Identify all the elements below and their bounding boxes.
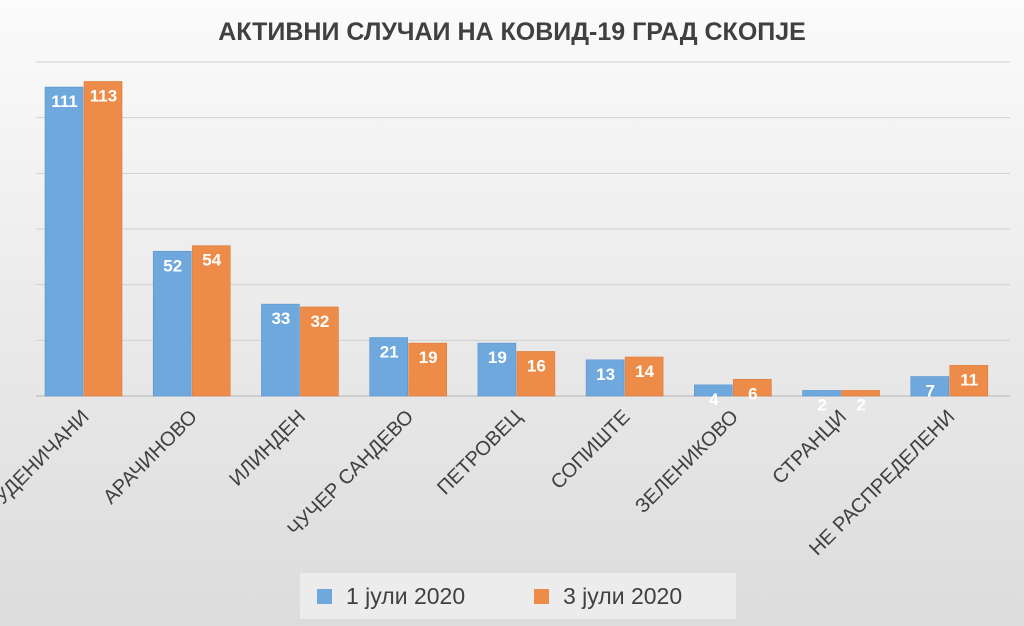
data-label-s2-5: 14	[635, 362, 654, 381]
bar-s2-6	[733, 378, 772, 397]
bar-s1-5	[585, 359, 625, 397]
data-label-s1-7: 2	[817, 395, 826, 414]
bar-s1-1	[152, 250, 192, 397]
bar-s2-3	[408, 342, 447, 397]
data-label-s2-8: 11	[960, 370, 978, 389]
bar-s1-6	[694, 384, 733, 397]
bar-s2-5	[624, 356, 664, 397]
category-label-7: СТРАНЦИ	[768, 406, 851, 489]
bars	[44, 81, 989, 397]
data-label-s1-6: 4	[709, 390, 719, 409]
data-label-s1-0: 111	[51, 92, 78, 111]
category-label-0: СТУДЕНИЧАНИ	[0, 406, 94, 527]
bar-s1-4	[477, 342, 517, 397]
bar-s1-8	[910, 376, 950, 397]
data-label-s2-6: 6	[748, 384, 757, 403]
data-label-s1-3: 21	[380, 343, 399, 362]
bar-s2-0	[83, 81, 123, 397]
bar-s1-7	[802, 390, 841, 397]
bar-s2-2	[300, 306, 339, 397]
data-label-s1-8: 7	[926, 382, 935, 401]
legend-swatch-1	[317, 589, 332, 604]
data-label-s2-3: 19	[419, 348, 438, 367]
data-label-s1-5: 13	[596, 365, 615, 384]
bar-s1-0	[44, 86, 84, 397]
legend-label-1: 1 јули 2020	[346, 583, 465, 609]
legend-label-2: 3 јули 2020	[563, 583, 682, 609]
category-label-1: АРАЧИНОВО	[99, 406, 202, 509]
data-label-s2-0: 113	[90, 86, 117, 105]
bar-s2-4	[516, 351, 556, 397]
bar-s2-7	[841, 390, 880, 397]
data-labels: 111 113 52 54 33 32 21 19 19 16 13 14 4 6 2 2 7 11	[51, 86, 978, 414]
bar-s1-2	[261, 303, 300, 397]
data-label-s2-2: 32	[310, 312, 329, 331]
data-label-s2-4: 16	[527, 356, 546, 375]
data-label-s2-7: 2	[856, 395, 865, 414]
category-label-4: ПЕТРОВЕЦ	[433, 406, 526, 499]
bar-s2-1	[191, 245, 231, 397]
category-label-6: ЗЕЛЕНИКОВО	[631, 406, 743, 518]
category-label-2: ИЛИНДЕН	[225, 406, 310, 491]
legend-swatch-2	[534, 589, 549, 604]
chart-title: АКТИВНИ СЛУЧАИ НА КОВИД-19 ГРАД СКОПЈЕ	[218, 18, 806, 46]
bar-s1-3	[369, 337, 408, 397]
data-label-s1-1: 52	[163, 256, 182, 275]
data-label-s1-4: 19	[488, 348, 507, 367]
category-label-5: СОПИШТЕ	[547, 406, 635, 494]
data-label-s1-2: 33	[271, 309, 290, 328]
legend: 1 јули 2020 3 јули 2020	[300, 573, 736, 619]
data-label-s2-1: 54	[202, 251, 221, 270]
bar-s2-8	[949, 365, 989, 397]
